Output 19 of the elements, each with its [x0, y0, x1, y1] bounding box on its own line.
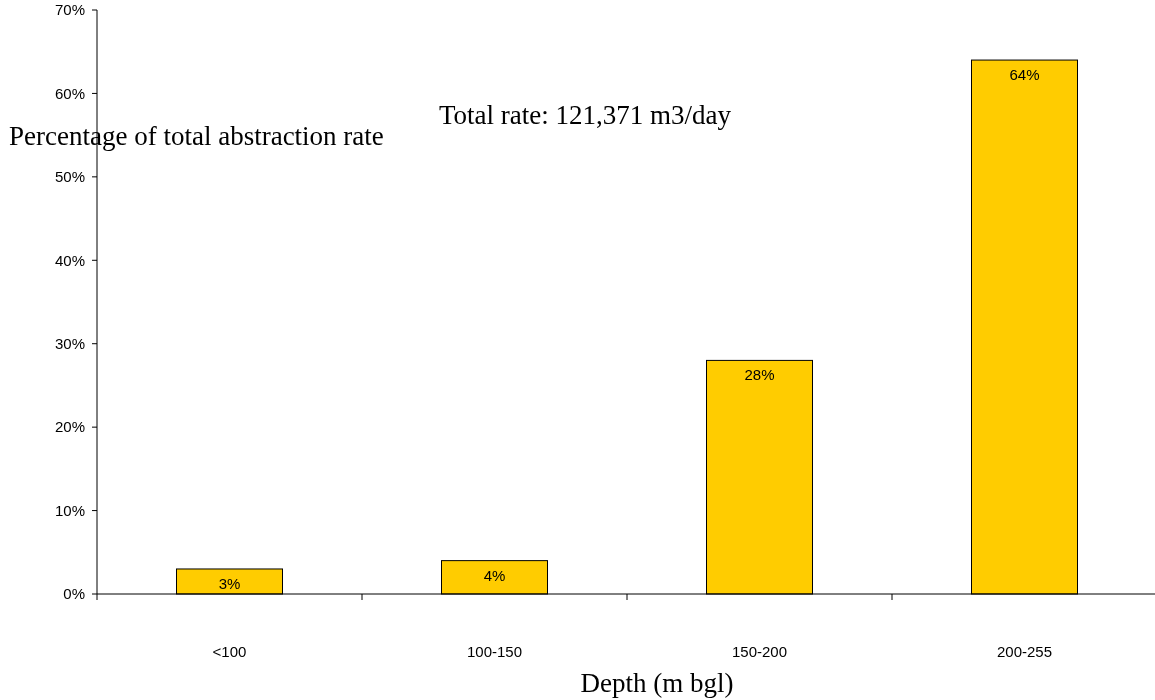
- x-tick-label: 200-255: [996, 643, 1053, 660]
- y-tick-label: 50%: [54, 168, 85, 186]
- data-label: 28%: [744, 366, 775, 384]
- x-tick-label: <100: [212, 643, 247, 660]
- y-tick-label: 20%: [54, 418, 85, 436]
- x-tick-label: 150-200: [731, 643, 788, 660]
- annotation: Total rate: 121,371 m3/day: [438, 100, 732, 130]
- data-label: 4%: [483, 566, 506, 584]
- data-label: 64%: [1009, 66, 1040, 84]
- x-axis-title: Depth (m bgl): [580, 668, 734, 698]
- x-tick-label: 100-150: [466, 643, 523, 660]
- y-tick-label: 60%: [54, 84, 85, 102]
- data-label: 3%: [218, 574, 241, 592]
- y-tick-label: 70%: [54, 1, 85, 19]
- y-tick-label: 10%: [54, 501, 85, 519]
- y-tick-label: 0%: [63, 585, 85, 603]
- y-axis-title: Percentage of total abstraction rate: [9, 121, 384, 151]
- y-tick-label: 40%: [54, 251, 85, 269]
- y-tick-label: 30%: [54, 334, 85, 352]
